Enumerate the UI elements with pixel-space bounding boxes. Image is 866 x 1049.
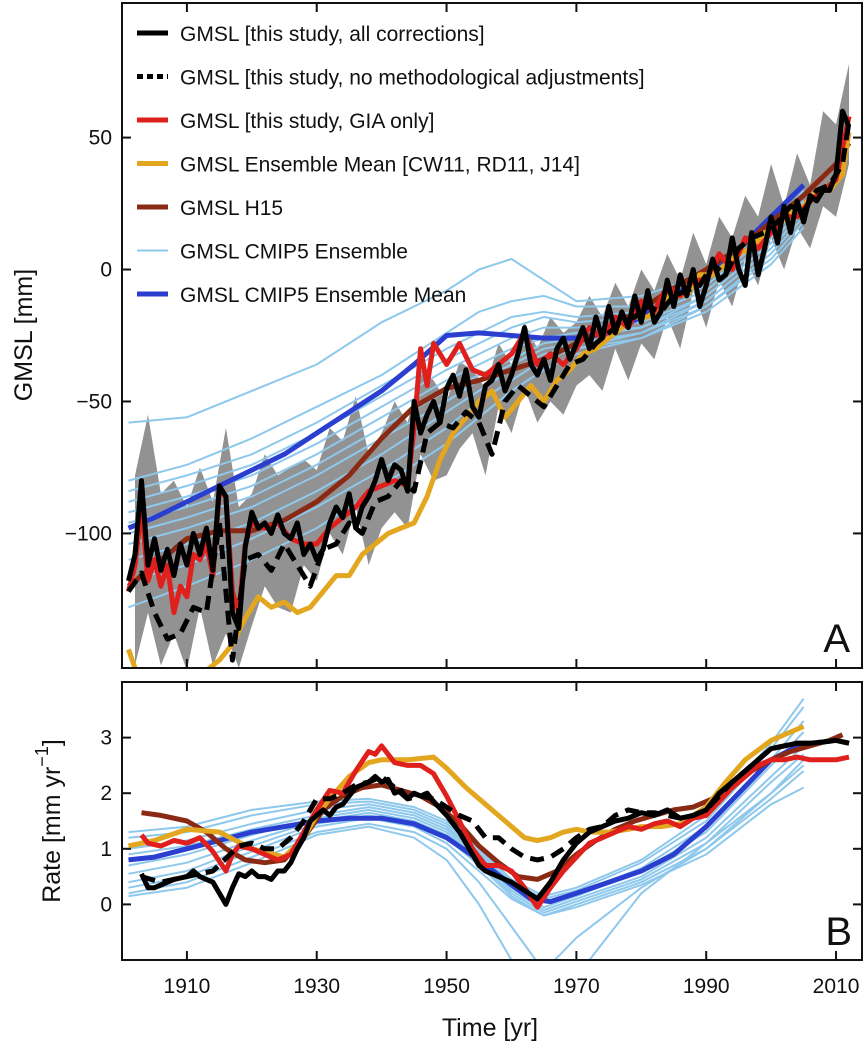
panel-b-ylabel-main: Rate [mm yr <box>38 767 66 903</box>
panel-a: 50 0 −50 −100 GMSL [mm] A GMSL [this study,… <box>10 2 863 669</box>
panel-a-letter: A <box>823 617 850 661</box>
x-tick-label: 1970 <box>553 975 600 998</box>
panel-b-ticks: 3 2 1 0 1910 1930 1950 1970 1990 2010 <box>100 682 862 998</box>
panel-b-ylabel-close: ] <box>38 739 66 746</box>
gmsl-this-study-no-methodological-adjustments-line <box>126 121 852 663</box>
cmip5-ensemble-member-line <box>128 221 805 582</box>
gmsl-this-study-all-corrections-line <box>126 108 852 631</box>
panel-b-ylabel-sup: −1 <box>32 746 52 767</box>
cmip5-ensemble-member-line <box>128 706 805 900</box>
legend-label: GMSL [this study, all corrections] <box>180 23 485 46</box>
cmip5-ensemble-member-line <box>128 205 805 524</box>
legend-label: GMSL [this study, no methodological adju… <box>180 67 645 90</box>
panel-b-letter: B <box>825 910 852 954</box>
y-tick-label: 0 <box>100 893 112 916</box>
legend-item: GMSL [this study, GIA only] <box>137 110 434 133</box>
legend-label: GMSL H15 <box>180 197 283 220</box>
x-tick-label: 1950 <box>423 975 470 998</box>
uncertainty-band <box>135 63 849 668</box>
x-tick-label: 1990 <box>683 975 730 998</box>
x-tick-label: 1910 <box>164 975 211 998</box>
legend: GMSL [this study, all corrections] GMSL [… <box>137 23 645 307</box>
panel-a-ylabel: GMSL [mm] <box>10 269 38 401</box>
panel-b: 3 2 1 0 1910 1930 1950 1970 1990 2010 Rate [mm yr… <box>32 681 863 1042</box>
legend-item: GMSL CMIP5 Ensemble <box>137 241 408 264</box>
panel-a-ticks: 50 0 −50 −100 <box>65 3 862 668</box>
legend-item: GMSL H15 <box>137 197 283 220</box>
panel-b-frame <box>121 681 863 961</box>
panel-b-ylabel: Rate [mm yr−1] <box>32 739 66 903</box>
cmip5-ensemble-member-line <box>128 786 805 917</box>
gmsl-this-study-all-corrections-line <box>139 737 850 907</box>
x-axis-label: Time [yr] <box>442 1014 538 1042</box>
y-tick-label: −50 <box>76 390 112 413</box>
panel-a-plot-area <box>126 63 852 668</box>
legend-label: GMSL [this study, GIA only] <box>180 110 434 133</box>
x-tick-label: 2010 <box>813 975 860 998</box>
panel-b-plot-area <box>127 698 850 960</box>
cmip5-ensemble-member-line <box>128 226 805 609</box>
gmsl-this-study-gia-only-line <box>139 743 850 910</box>
y-tick-label: 1 <box>100 838 112 861</box>
legend-item: GMSL [this study, all corrections] <box>137 23 485 46</box>
x-tick-label: 1930 <box>293 975 340 998</box>
panel-a-frame <box>121 2 863 669</box>
y-tick-label: −100 <box>65 522 112 545</box>
y-tick-label: 3 <box>100 727 112 750</box>
gmsl-this-study-no-methodological-adjustments-line <box>140 737 850 885</box>
legend-item: GMSL [this study, no methodological adju… <box>137 67 645 90</box>
legend-label: GMSL CMIP5 Ensemble Mean <box>180 284 466 307</box>
cmip5-ensemble-member-line <box>128 759 805 960</box>
legend-item: GMSL Ensemble Mean [CW11, RD11, J14] <box>137 154 580 177</box>
y-tick-label: 2 <box>100 782 112 805</box>
legend-label: GMSL CMIP5 Ensemble <box>180 241 408 264</box>
y-tick-label: 50 <box>89 127 112 150</box>
y-tick-label: 0 <box>100 259 112 282</box>
legend-label: GMSL Ensemble Mean [CW11, RD11, J14] <box>180 154 580 177</box>
legend-item: GMSL CMIP5 Ensemble Mean <box>137 284 466 307</box>
